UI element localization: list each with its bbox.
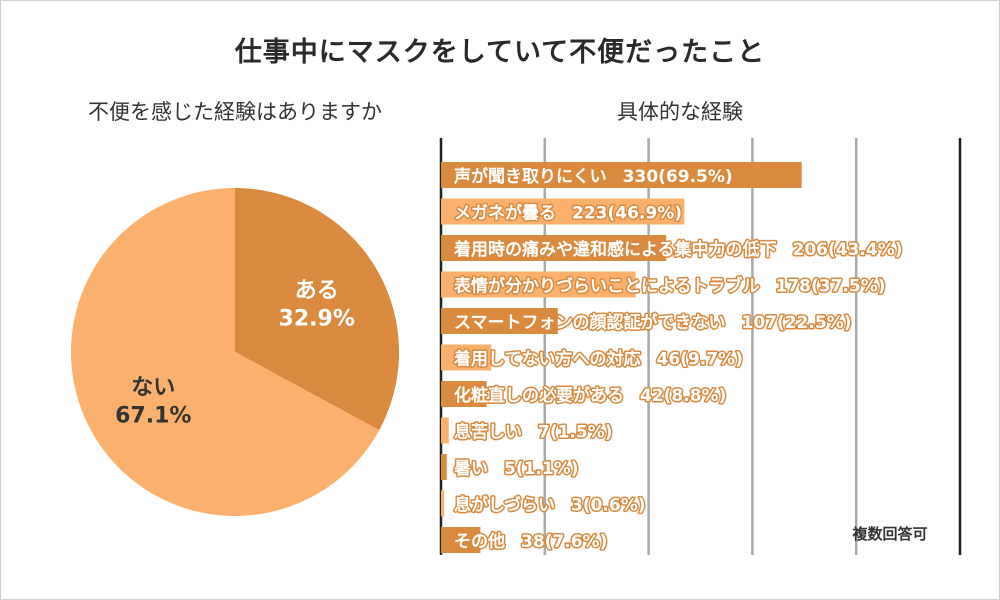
bar xyxy=(441,381,487,407)
bar-label: 暑い 5(1.1%) xyxy=(454,459,579,479)
bar xyxy=(441,454,447,480)
bar xyxy=(441,527,481,553)
bar-category: 着用時の痛みや違和感による集中力の低下 xyxy=(453,239,777,260)
multiple-answers-note: 複数回答可 xyxy=(852,525,928,543)
bar-value: 3(0.6%) xyxy=(571,496,646,516)
bar-category: 息がしづらい xyxy=(454,495,555,516)
pie-slice-nai xyxy=(71,188,380,516)
pie-slice-percent: 67.1% xyxy=(115,404,191,429)
pie-slice-aru xyxy=(235,188,400,431)
bar-value: 46(9.7%) xyxy=(657,350,743,370)
pie-slice-percent: 32.9% xyxy=(279,306,355,331)
bar-category: その他 xyxy=(454,531,505,552)
bar-category: スマートフォンの顔認証ができない xyxy=(454,312,726,333)
bar xyxy=(441,198,685,225)
bar xyxy=(441,162,802,188)
pie-slice-label: ない xyxy=(131,376,175,401)
bar-label: 着用してない方への対応 46(9.7%) xyxy=(453,349,743,370)
pie-slice-label: ある xyxy=(295,278,339,303)
bar-label: 息がしづらい 3(0.6%) xyxy=(454,495,646,516)
bar-value: 107(22.5%) xyxy=(742,313,852,333)
bar-value: 206(43.4%) xyxy=(793,240,903,260)
bar-value: 38(7.6%) xyxy=(521,532,607,552)
bar-category: 暑い xyxy=(454,459,488,479)
bar-category: 声が聞き取りにくい xyxy=(453,166,607,187)
pie-chart: ある 32.9% ない 67.1% xyxy=(71,188,400,516)
bar xyxy=(441,490,445,517)
pie-title: 不便を感じた経験はありますか xyxy=(88,100,382,124)
bar-value: 5(1.1%) xyxy=(504,459,579,479)
bar xyxy=(441,271,636,298)
bar xyxy=(441,344,492,371)
bar-label: 声が聞き取りにくい 330(69.5%) xyxy=(453,166,733,187)
bar-label: メガネが曇る 223(46.9%) xyxy=(454,203,682,224)
bar-label: 息苦しい 7(1.5%) xyxy=(454,422,613,443)
chart-title: 仕事中にマスクをしていて不便だったこと xyxy=(234,37,766,68)
bar-title: 具体的な経験 xyxy=(617,100,743,124)
bar-value: 42(8.8%) xyxy=(640,386,726,406)
bar-value: 330(69.5%) xyxy=(623,167,733,187)
bar-value: 223(46.9%) xyxy=(572,204,682,224)
bar xyxy=(441,417,449,444)
bar-category: メガネが曇る xyxy=(454,203,556,224)
bar-category: 化粧直しの必要がある xyxy=(454,385,624,406)
bar-value: 7(1.5%) xyxy=(538,423,613,443)
bar-chart: 声が聞き取りにくい 330(69.5%) メガネが曇る 223(46.9%) 着用時の痛… xyxy=(439,138,962,555)
bar-label: 着用時の痛みや違和感による集中力の低下 206(43.4%) xyxy=(453,239,903,260)
bar-value: 178(37.5%) xyxy=(776,277,886,297)
bar xyxy=(441,308,558,334)
bar-label: スマートフォンの顔認証ができない 107(22.5%) xyxy=(454,312,852,333)
bar-category: 着用してない方への対応 xyxy=(453,349,641,370)
bar-category: 表情が分かりづらいことによるトラブル xyxy=(454,276,760,297)
bar-label: 化粧直しの必要がある 42(8.8%) xyxy=(454,385,726,406)
bar xyxy=(441,235,667,261)
bar-category: 息苦しい xyxy=(454,422,522,443)
bar-label: その他 38(7.6%) xyxy=(454,531,607,552)
bar-label: 表情が分かりづらいことによるトラブル 178(37.5%) xyxy=(454,276,886,297)
